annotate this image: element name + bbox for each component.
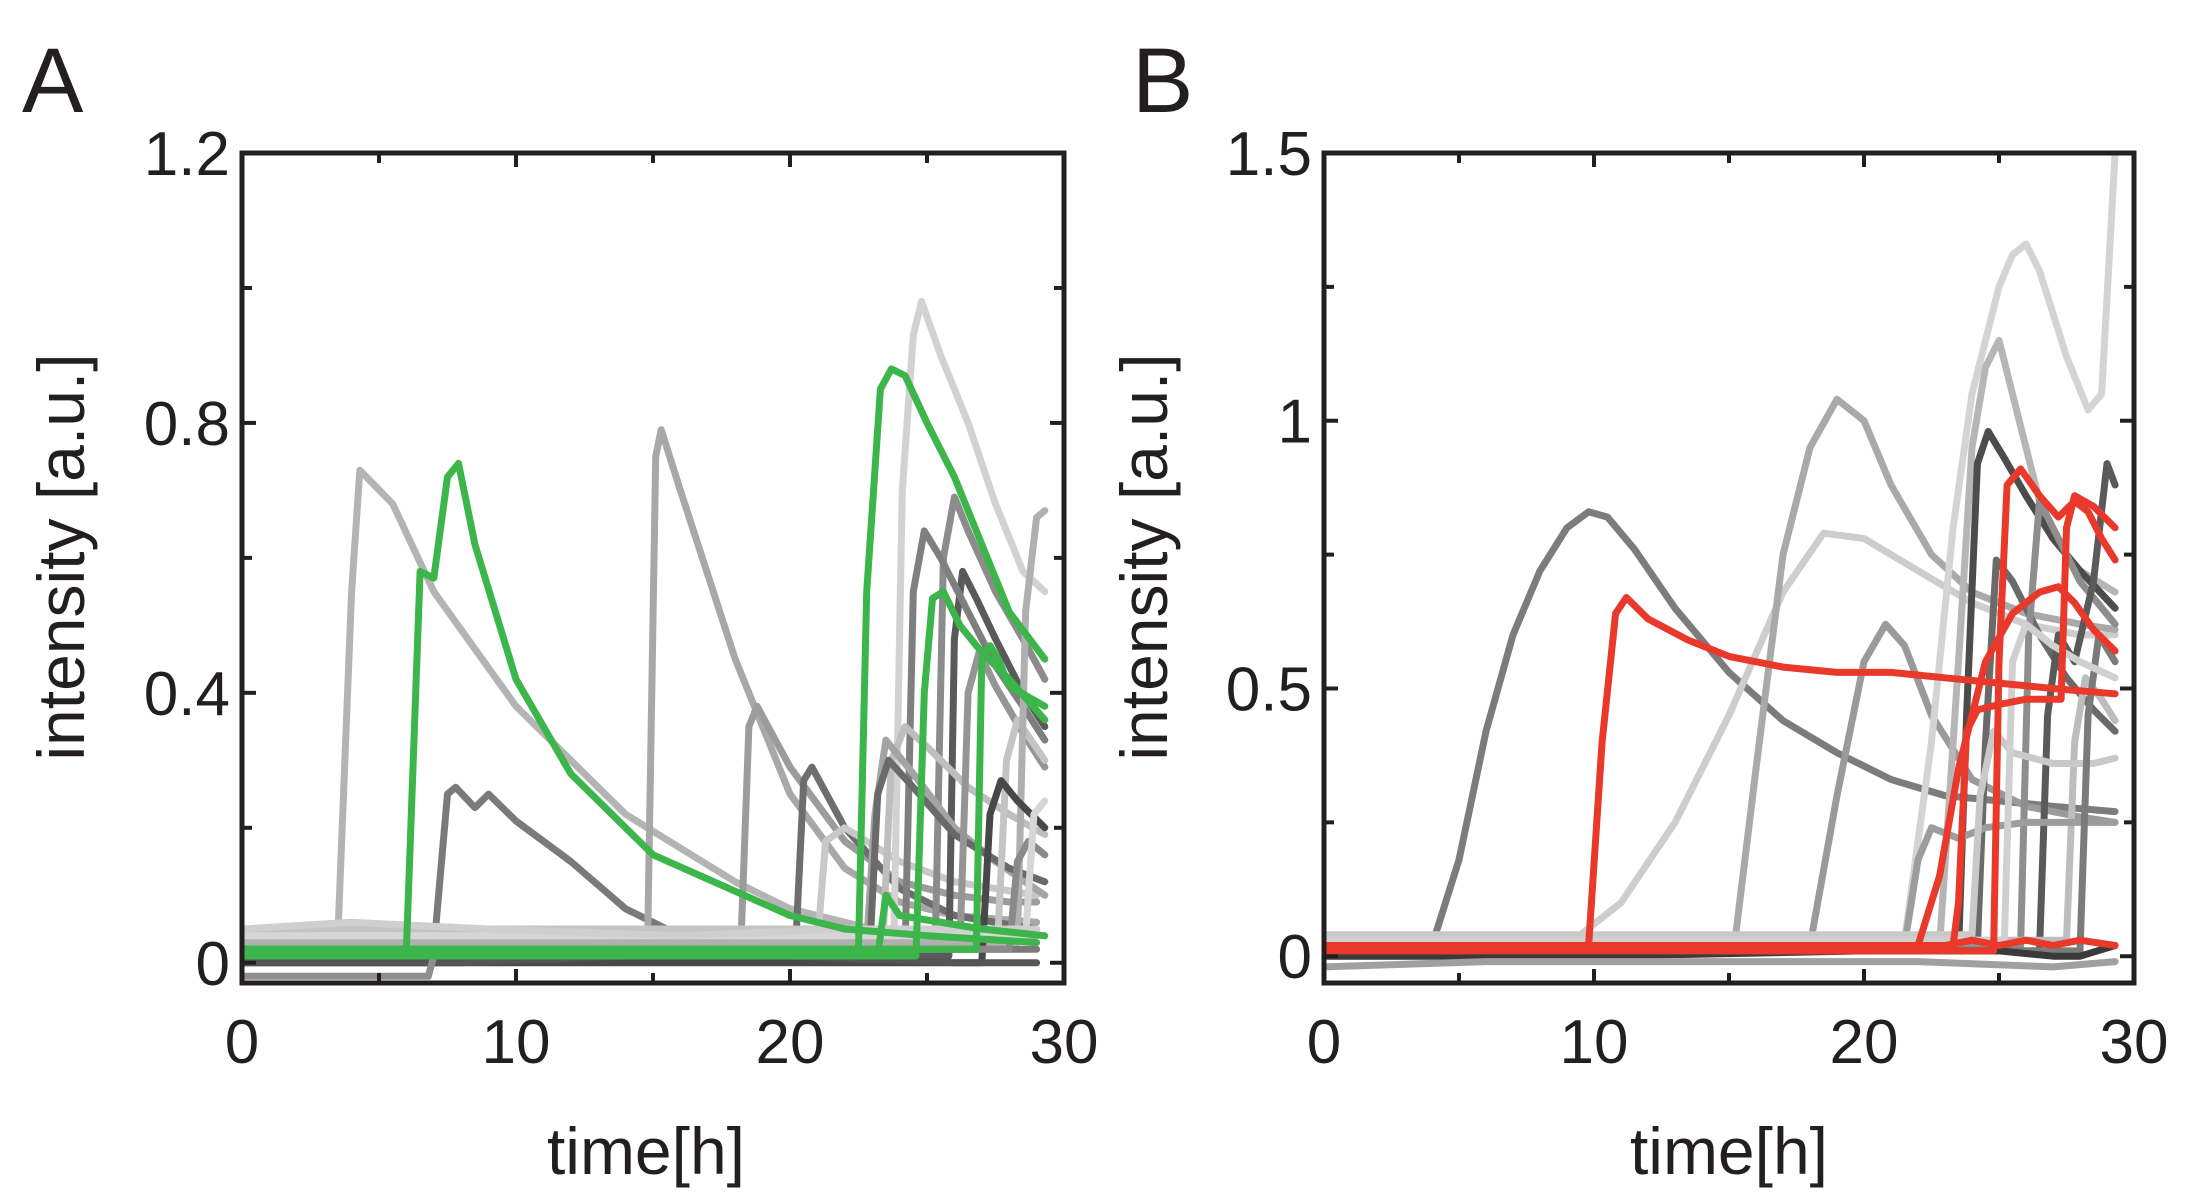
- panel-b-xtick-label: 0: [1307, 1008, 1341, 1077]
- panel-a-xtick-label: 10: [482, 1008, 551, 1077]
- panel-a-ytick-label: 0.8: [144, 390, 230, 459]
- panel-b-axes: 0 10 20 30 0 0.5 1 1.5: [1226, 120, 2169, 1077]
- panel-b: B 0 10 20 30 0 0.5 1 1.5 time[h] intensity [a.u…: [1107, 30, 2168, 1188]
- panel-b-letter: B: [1132, 30, 1193, 132]
- panel-a-ytick-label: 0.4: [144, 660, 230, 729]
- panel-b-xtick-label: 20: [1830, 1008, 1899, 1077]
- panel-a-letter: A: [22, 30, 84, 132]
- panel-a-xtick-label: 0: [225, 1008, 259, 1077]
- panel-a: A 0 10 20 30 0 0.4 0.8 1.2 time[h] intensity [a…: [22, 30, 1098, 1188]
- panel-b-series-line-21: [1324, 936, 2119, 955]
- panel-a-series-line-27: [242, 952, 438, 980]
- panel-b-series-line-20: [1324, 958, 2119, 971]
- panel-b-xtick-label: 10: [1560, 1008, 1629, 1077]
- panel-b-series-line-6: [1324, 153, 2119, 944]
- panel-b-ylabel: intensity [a.u.]: [1107, 353, 1181, 760]
- panel-a-series-line-14: [242, 567, 1049, 960]
- panel-a-axes: 0 10 20 30 0 0.4 0.8 1.2: [144, 120, 1099, 1077]
- panel-b-ytick-label: 0: [1278, 923, 1312, 992]
- panel-a-series-line-2: [242, 459, 1041, 953]
- panel-b-series: [1324, 153, 2119, 971]
- panel-a-ytick-label: 0: [196, 930, 230, 999]
- panel-b-series-line-14: [1324, 460, 2119, 955]
- panel-b-ytick-label: 0.5: [1226, 655, 1312, 724]
- panel-a-xlabel: time[h]: [547, 1114, 745, 1188]
- panel-a-xtick-label: 20: [756, 1008, 825, 1077]
- panel-a-series-line-21: [242, 507, 1049, 946]
- panel-b-series-line-10: [1324, 583, 2119, 949]
- panel-a-series-line-5: [242, 702, 1041, 953]
- panel-a-series: [242, 298, 1049, 980]
- panel-b-series-line-9: [1324, 465, 2119, 955]
- panel-b-ytick-label: 1.5: [1226, 120, 1312, 189]
- panel-b-series-line-11: [1324, 492, 2119, 949]
- panel-a-series-line-6: [242, 763, 1041, 953]
- panel-b-series-line-13: [1324, 497, 2119, 949]
- panel-b-xlabel: time[h]: [1630, 1114, 1828, 1188]
- panel-a-series-line-13: [242, 891, 1049, 960]
- panel-b-series-line-19: [1324, 942, 2119, 960]
- panel-a-series-line-10: [242, 493, 1049, 953]
- panel-a-ytick-label: 1.2: [144, 120, 230, 189]
- panel-a-xtick-label: 30: [1030, 1008, 1099, 1077]
- panel-b-series-line-1: [1324, 508, 2119, 949]
- panel-b-xtick-label: 30: [2100, 1008, 2169, 1077]
- panel-b-series-line-22: [1324, 620, 2119, 944]
- panel-b-axes-frame: [1321, 150, 2137, 986]
- panel-a-series-line-15: [242, 527, 1049, 953]
- panel-b-ytick-label: 1: [1278, 388, 1312, 457]
- panel-a-series-line-12: [242, 642, 1049, 953]
- panel-a-series-line-8: [242, 365, 1049, 953]
- panel-a-series-line-9: [242, 298, 1049, 933]
- panel-a-series-line-22: [242, 777, 1049, 967]
- panel-a-ylabel: intensity [a.u.]: [24, 353, 98, 760]
